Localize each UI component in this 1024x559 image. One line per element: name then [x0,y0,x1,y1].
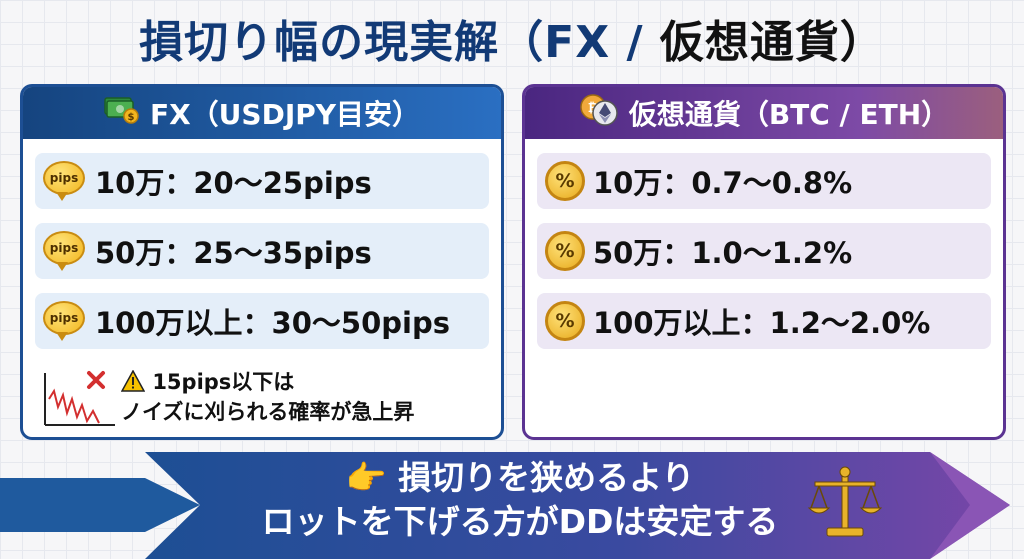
fx-row-label: 50万：25〜35pips [95,236,372,270]
svg-text:₿: ₿ [588,101,599,116]
fx-header-title: FX（USDJPY目安） [149,98,421,131]
fx-row: pips 50万：25〜35pips [35,223,489,279]
svg-text:$: $ [127,112,134,123]
warning-line1: 15pips以下は [152,370,295,394]
crypto-panel: ₿ 仮想通貨（BTC / ETH） % 10万：0.7〜0.8% % 50万：1… [522,84,1006,440]
percent-coin-icon: % [545,161,585,201]
banner-arrow-shape [0,452,1010,559]
banner-line1: 損切りを狭めるより [398,458,695,497]
title-main: 損切り幅の現実解（FX / [139,17,660,68]
money-icon: $ [104,95,140,132]
btc-eth-coins-icon: ₿ [579,93,619,134]
page-title: 損切り幅の現実解（FX / 仮想通貨） [0,6,1024,70]
volatile-chart-icon [44,371,115,426]
pointing-hand-icon: 👉 [345,458,387,497]
crypto-row-label: 50万：1.0〜1.2% [593,236,853,270]
fx-warning: 15pips以下は ノイズに刈られる確率が急上昇 [39,367,489,431]
balance-scale-icon [807,466,883,537]
crypto-row-label: 10万：0.7〜0.8% [593,166,853,200]
banner-text: 👉 損切りを狭めるより ロットを下げる方がDDは安定する [220,456,820,544]
crypto-row: % 50万：1.0〜1.2% [537,223,991,279]
pips-icon: pips [41,301,87,341]
fx-row: pips 100万以上：30〜50pips [35,293,489,349]
banner-line2: ロットを下げる方がDDは安定する [261,502,779,541]
pips-icon: pips [41,161,87,201]
conclusion-banner: 👉 損切りを狭めるより ロットを下げる方がDDは安定する [0,452,1024,559]
crypto-row: % 100万以上：1.2〜2.0% [537,293,991,349]
warning-icon [121,370,145,392]
fx-row-label: 100万以上：30〜50pips [95,306,450,340]
title-dark: 仮想通貨） [659,17,885,68]
fx-row-label: 10万：20〜25pips [95,166,372,200]
warning-line2: ノイズに刈られる確率が急上昇 [121,400,415,424]
fx-row: pips 10万：20〜25pips [35,153,489,209]
crypto-row-label: 100万以上：1.2〜2.0% [593,306,931,340]
pips-icon: pips [41,231,87,271]
percent-coin-icon: % [545,231,585,271]
crypto-panel-header: ₿ 仮想通貨（BTC / ETH） [525,87,1003,139]
fx-panel: $ FX（USDJPY目安） pips 10万：20〜25pips pips 5… [20,84,504,440]
fx-panel-header: $ FX（USDJPY目安） [23,87,501,139]
crypto-header-title: 仮想通貨（BTC / ETH） [628,98,950,131]
percent-coin-icon: % [545,301,585,341]
crypto-row: % 10万：0.7〜0.8% [537,153,991,209]
